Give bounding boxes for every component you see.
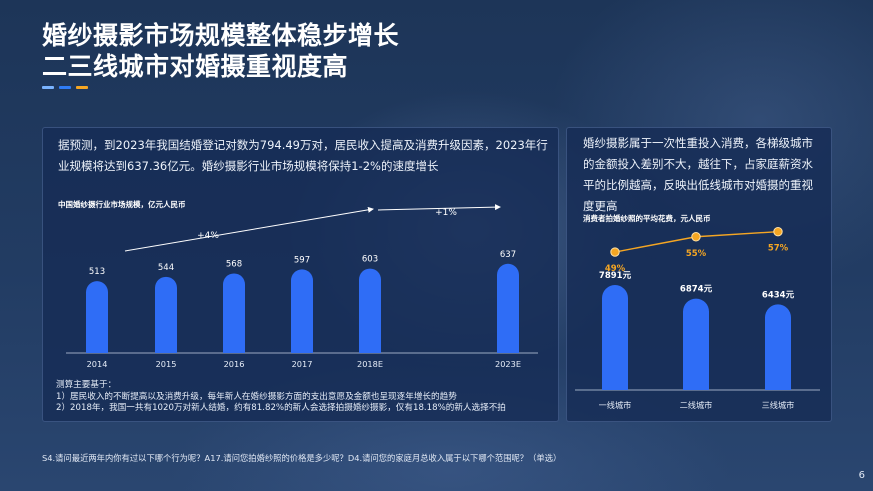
accent-dash-2 bbox=[59, 86, 71, 89]
calculation-notes: 测算主要基于： 1）居民收入的不断提高以及消费升级，每年新人在婚纱摄影方面的支出… bbox=[56, 380, 506, 415]
page-number: 6 bbox=[858, 470, 865, 481]
accent-dash-3 bbox=[76, 86, 88, 89]
market-intro-text: 据预测，到2023年我国结婚登记对数为794.49万对，居民收入提高及消费升级因… bbox=[58, 138, 548, 173]
title-line-2: 二三线城市对婚摄重视度高 bbox=[42, 52, 349, 81]
notes-title: 测算主要基于： bbox=[56, 380, 117, 390]
title-line-1: 婚纱摄影市场规模整体稳步增长 bbox=[42, 21, 400, 50]
note-item-2: 2）2018年，我国一共有1020万对新人结婚，约有81.82%的新人会选择拍摄… bbox=[56, 403, 506, 413]
city-chart-title: 消费者拍婚纱照的平均花费，元人民币 bbox=[583, 214, 711, 223]
page-title: 婚纱摄影市场规模整体稳步增长 二三线城市对婚摄重视度高 bbox=[42, 20, 399, 82]
accent-dash-1 bbox=[42, 86, 54, 89]
title-accent bbox=[42, 86, 88, 89]
survey-footnote: S4.请问最近两年内你有过以下哪个行为呢？A17.请问您拍婚纱照的价格是多少呢？… bbox=[42, 453, 562, 463]
note-item-1: 1）居民收入的不断提高以及消费升级，每年新人在婚纱摄影方面的支出意愿及金额也呈现… bbox=[56, 391, 457, 402]
city-intro-text: 婚纱摄影属于一次性重投入消费，各梯级城市的金额投入差别不大，越往下，占家庭薪资水… bbox=[583, 136, 813, 213]
market-chart-title: 中国婚纱摄行业市场规模，亿元人民币 bbox=[58, 200, 186, 209]
